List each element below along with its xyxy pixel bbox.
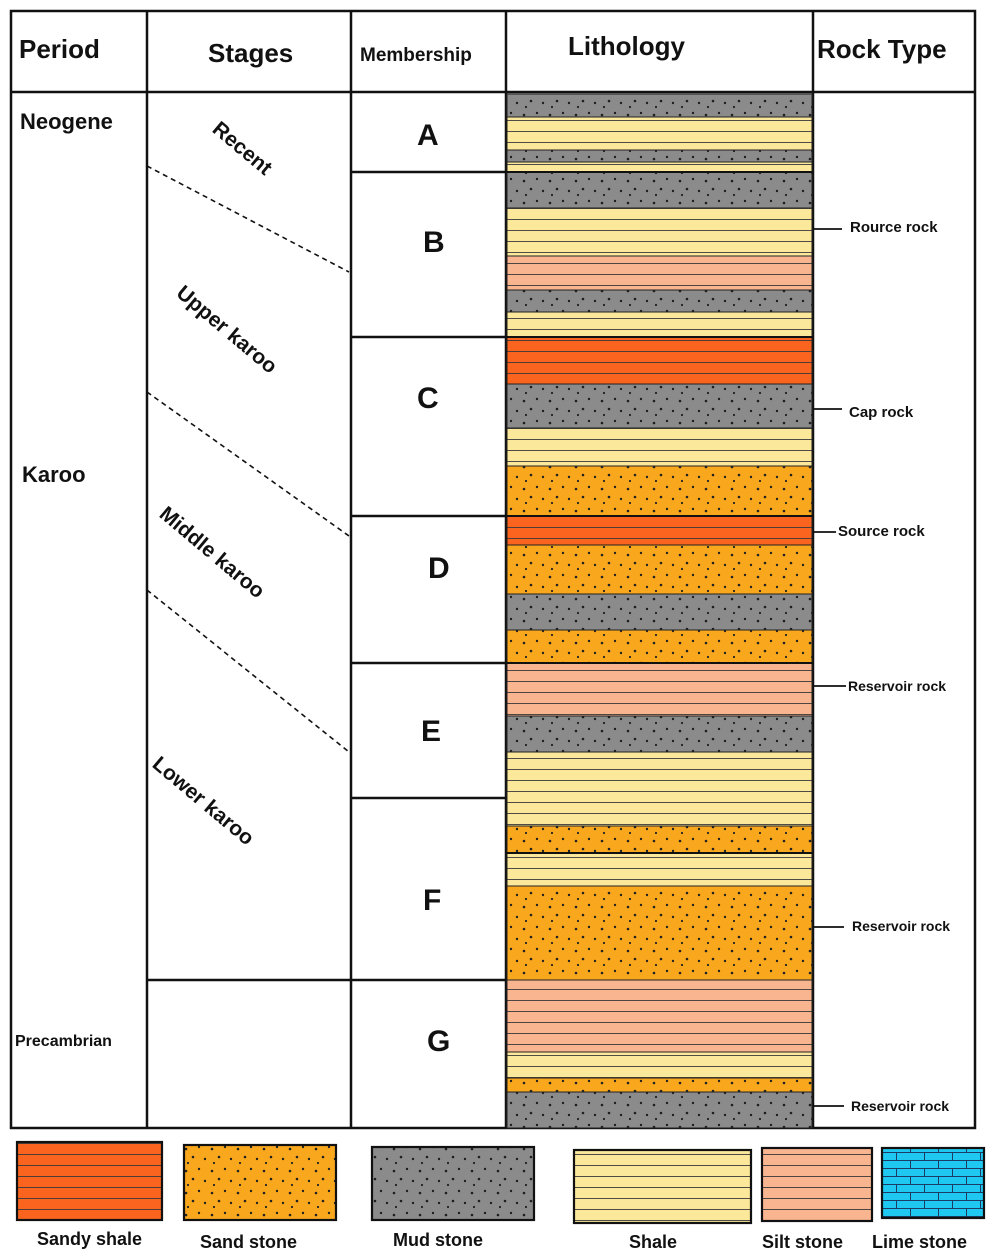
member-label: G: [427, 1025, 451, 1058]
lithology-layer-sandy-shale-texture: [507, 516, 812, 545]
table-frame: [9, 9, 977, 1130]
lithology-layer-mud-stone-texture: [507, 94, 812, 117]
legend-swatch-lime-stone-texture: [882, 1148, 984, 1218]
rock-type-ticks: [813, 228, 846, 1107]
legend-label: Mud stone: [393, 1230, 483, 1250]
lithology-layer-mud-stone-texture: [507, 290, 812, 312]
lithology-layer-silt-stone-texture: [507, 980, 812, 1052]
legend-swatch-mud-stone-texture: [372, 1147, 534, 1220]
legend-swatch-border: [182, 1143, 338, 1222]
legend-swatch-sandy-shale-texture: [17, 1142, 162, 1220]
header-rock-type: Rock Type: [817, 34, 947, 64]
rock-type-label: Reservoir rock: [848, 678, 947, 694]
lithology-layer-shale-texture: [507, 162, 812, 172]
lithology-layer-sand-stone-texture: [507, 1078, 812, 1092]
legend-swatch-border: [572, 1148, 753, 1225]
lithology-layer-mud-stone-outline: [506, 1091, 813, 1129]
member-label: A: [417, 119, 439, 152]
member-label: D: [428, 552, 450, 585]
legend: [15, 1140, 986, 1225]
legend-label: Lime stone: [872, 1232, 968, 1252]
member-label: C: [417, 382, 439, 415]
lithology-layer-sand-stone-texture: [507, 545, 812, 594]
member-label: B: [423, 226, 445, 259]
header-membership: Membership: [360, 45, 472, 66]
lithology-layer-sand-stone-texture: [507, 630, 812, 663]
lithology-column: [506, 93, 813, 1129]
lithology-layer-shale-texture: [507, 1052, 812, 1078]
period-label: Neogene: [20, 109, 113, 134]
header-period: Period: [19, 34, 100, 64]
lithology-layer-shale-texture: [507, 208, 812, 256]
lithology-layer-sand-stone-texture: [507, 826, 812, 853]
lithology-layer-mud-stone-texture: [507, 384, 812, 428]
lithology-layer-sandy-shale-texture: [507, 337, 812, 384]
lithology-member-boundaries: [506, 171, 813, 854]
lithology-layer-mud-stone-texture: [507, 594, 812, 630]
legend-swatch-border: [880, 1146, 986, 1220]
stage-boundaries: [146, 165, 350, 753]
legend-swatch-silt-stone-texture: [762, 1148, 872, 1221]
legend-swatch-border: [370, 1145, 536, 1222]
lithology-layer-shale-texture: [507, 752, 812, 826]
legend-label: Sandy shale: [37, 1229, 143, 1249]
legend-swatch-sand-stone-texture: [184, 1145, 336, 1220]
legend-label: Shale: [629, 1232, 678, 1252]
rock-type-label: Reservoir rock: [851, 1098, 950, 1114]
rock-type-label: Source rock: [838, 523, 925, 540]
rock-type-label: Rource rock: [850, 219, 938, 236]
legend-swatch-shale-texture: [574, 1150, 751, 1223]
legend-label: Sand stone: [200, 1232, 298, 1252]
period-label: Precambrian: [15, 1033, 112, 1050]
rock-type-label: Cap rock: [849, 404, 914, 421]
lithology-layer-shale-texture: [507, 117, 812, 150]
lithology-layer-mud-stone-texture: [507, 172, 812, 208]
lithology-layer-shale-texture: [507, 853, 812, 886]
lithology-layer-shale-texture: [507, 428, 812, 466]
lithology-layer-shale-texture: [507, 312, 812, 337]
member-label: F: [423, 884, 442, 917]
lithology-layer-sand-stone-texture: [507, 886, 812, 980]
lithology-layer-sand-stone-texture: [507, 466, 812, 516]
header-lithology: Lithology: [568, 31, 685, 61]
period-label: Karoo: [22, 462, 86, 487]
legend-swatch-border: [760, 1146, 874, 1223]
legend-label: Silt stone: [762, 1232, 844, 1252]
member-label: E: [421, 715, 442, 748]
header-stages: Stages: [208, 38, 294, 68]
rock-type-label: Reservoir rock: [852, 918, 951, 934]
lithology-layer-mud-stone-texture: [507, 150, 812, 162]
lithology-layer-silt-stone-texture: [507, 256, 812, 290]
lithology-layer-mud-stone-texture: [507, 1092, 812, 1128]
lithology-layer-mud-stone-texture: [507, 716, 812, 752]
legend-swatch-border: [15, 1140, 164, 1222]
lithology-layer-silt-stone-texture: [507, 663, 812, 716]
